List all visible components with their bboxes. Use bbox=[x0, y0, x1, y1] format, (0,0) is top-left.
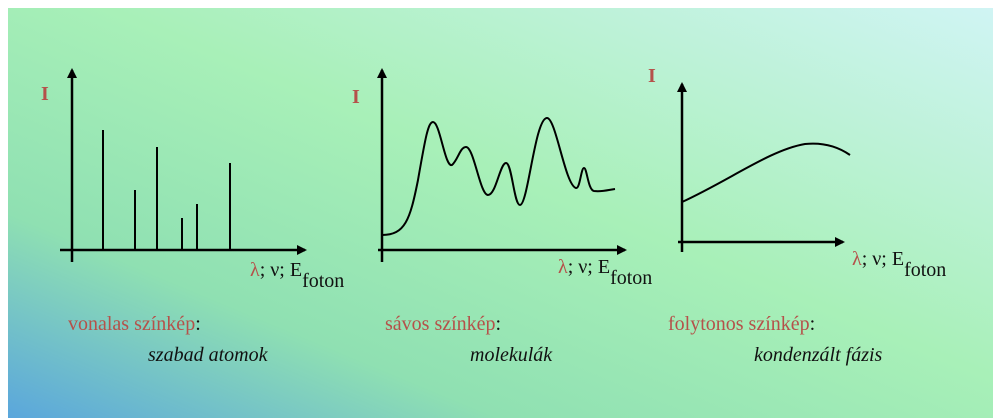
label: sávos színkép bbox=[385, 313, 496, 335]
spectral-lines bbox=[102, 130, 231, 250]
spectrum-type: sávos színkép: bbox=[385, 313, 501, 335]
subscript: foton bbox=[610, 267, 652, 289]
x-axis-label: λ; ν; Efoton bbox=[250, 259, 344, 292]
band-spectrum-panel bbox=[377, 68, 627, 262]
subscript: foton bbox=[302, 270, 344, 292]
x-axis-label: λ; ν; Efoton bbox=[558, 256, 652, 289]
spectrum-type: folytonos színkép: bbox=[668, 313, 815, 335]
continuous-curve bbox=[681, 142, 851, 203]
symbol: λ bbox=[852, 248, 862, 270]
y-axis-label: I bbox=[352, 86, 360, 108]
description: molekulák bbox=[470, 344, 553, 366]
symbol: λ bbox=[250, 259, 260, 281]
y-axis-label: I bbox=[648, 65, 656, 87]
label: vonalas színkép bbox=[68, 313, 195, 335]
colon: : bbox=[195, 313, 201, 335]
line-spectrum-panel bbox=[60, 68, 307, 262]
label: folytonos színkép bbox=[668, 313, 810, 335]
y-axis-label: I bbox=[41, 83, 49, 105]
symbol: λ bbox=[558, 256, 568, 278]
description: kondenzált fázis bbox=[754, 344, 883, 366]
rest: ; ν; E bbox=[260, 259, 302, 281]
rest: ; ν; E bbox=[862, 248, 904, 270]
rest: ; ν; E bbox=[568, 256, 610, 278]
description: szabad atomok bbox=[148, 344, 269, 366]
subscript: foton bbox=[904, 259, 946, 281]
band-curve bbox=[381, 116, 616, 236]
background bbox=[8, 8, 993, 418]
x-axis-label: λ; ν; Efoton bbox=[852, 248, 946, 281]
spectrum-type: vonalas színkép: bbox=[68, 313, 201, 335]
colon: : bbox=[496, 313, 502, 335]
colon: : bbox=[810, 313, 816, 335]
continuous-spectrum-panel bbox=[677, 82, 851, 252]
